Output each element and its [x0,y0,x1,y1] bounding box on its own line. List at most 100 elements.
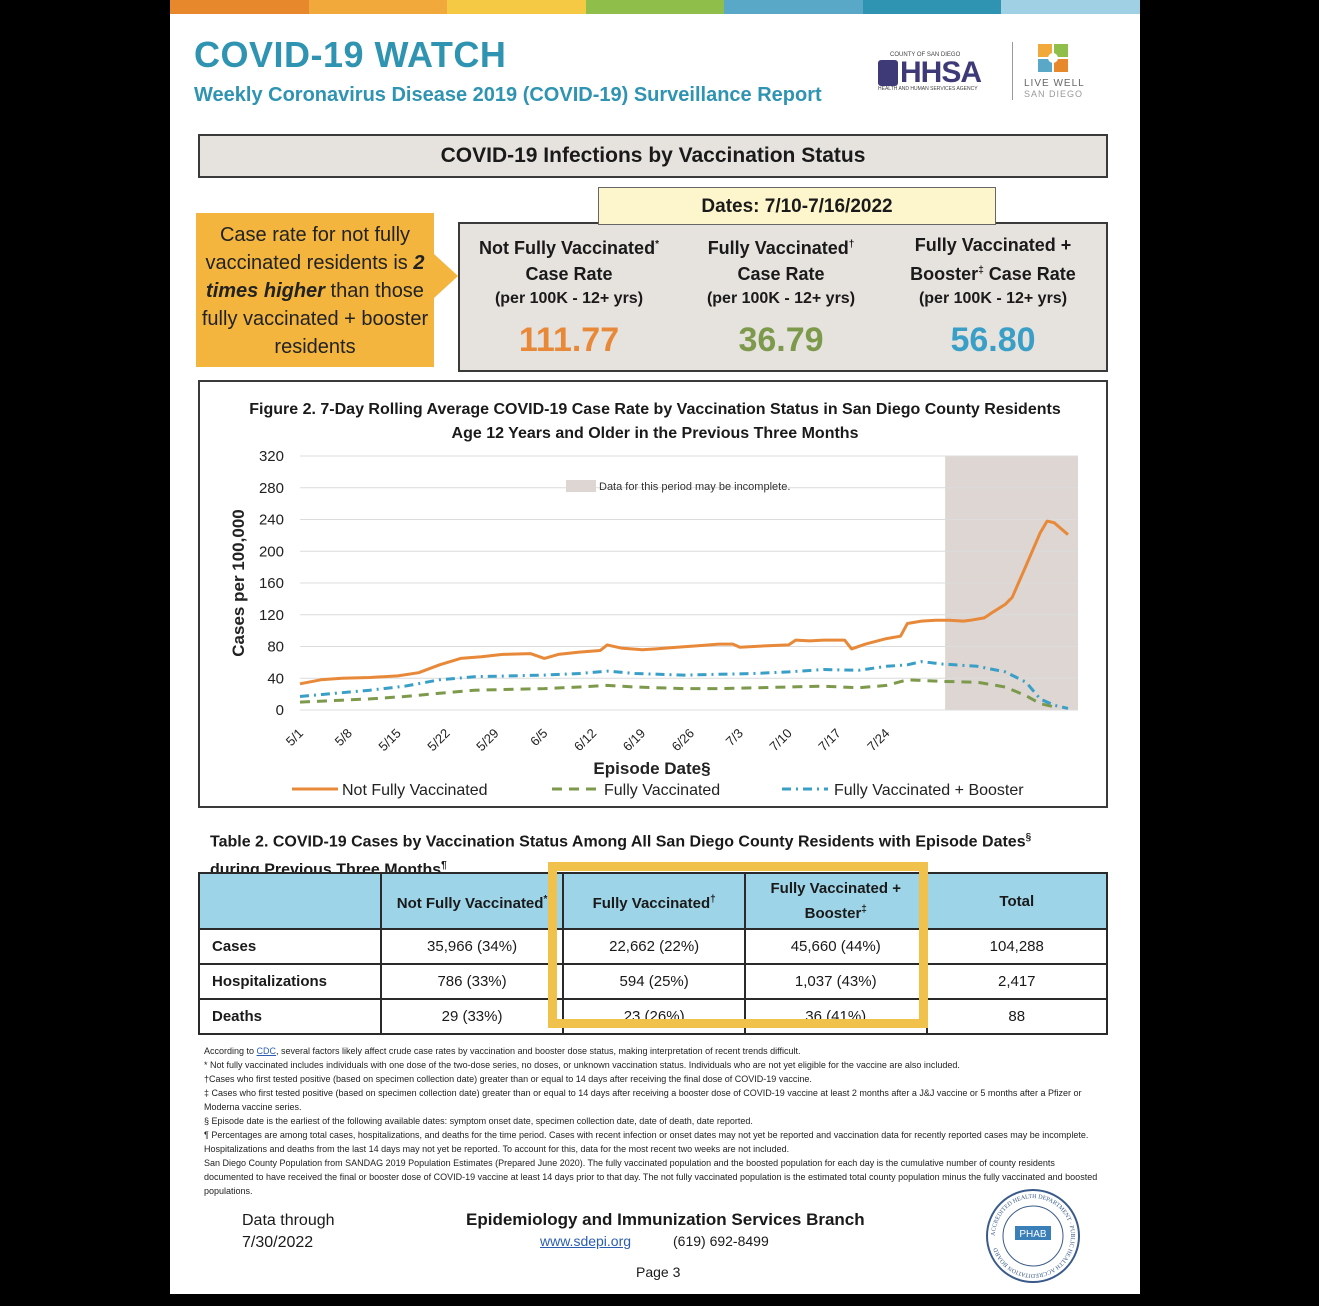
table-row-header: Deaths [198,998,382,1035]
rate-mark: † [848,239,855,250]
rate-label-line2: Case Rate [525,264,613,284]
table-cell: 594 (25%) [562,963,746,1000]
table-header-text: Fully Vaccinated + Booster [770,880,901,922]
callout-arrow-icon [434,254,458,298]
legend-label: Fully Vaccinated + Booster [834,782,1024,799]
data-through: Data through 7/30/2022 [242,1210,335,1254]
color-bar-segment [724,0,863,14]
report-title: COVID-19 WATCH [194,34,507,75]
page-number: Page 3 [636,1264,681,1280]
callout-text-part1: Case rate for not fully vaccinated resid… [205,224,414,274]
chart-title: Figure 2. 7-Day Rolling Average COVID-19… [249,401,1061,442]
table-cell: 36 (41%) [743,998,928,1035]
y-tick-label: 0 [276,702,284,719]
color-bar-segment [170,0,309,14]
table-cell: 786 (33%) [379,963,565,1000]
branch-name: Epidemiology and Immunization Services B… [466,1210,865,1229]
table-cell: 88 [925,998,1109,1035]
table-cell: 35,966 (34%) [379,928,565,965]
table-header-text: Not Fully Vaccinated [396,894,544,912]
live-well-logo: LIVE WELL SAN DIEGO [1022,44,1092,100]
rate-label-line3: (per 100K - 12+ yrs) [706,290,856,307]
table-title-mark2: ¶ [441,860,447,872]
table-cell: 22,662 (22%) [562,928,746,965]
hhsa-logo: COUNTY OF SAN DIEGO HHSA HEALTH AND HUMA… [878,52,1002,96]
color-bar-segment [308,0,448,14]
callout-text-part2: than those fully vaccinated + booster re… [201,280,429,358]
hhsa-county-text: COUNTY OF SAN DIEGO [890,52,961,58]
footnote-text: , several factors likely affect crude ca… [276,1046,801,1056]
y-tick-label: 200 [259,543,284,560]
footnote: ‡ Cases who first tested positive (based… [204,1088,1082,1112]
table-title-mark: § [1025,832,1032,843]
table-cell: 104,288 [925,928,1109,965]
footnote: ¶ Percentages are among total cases, hos… [204,1130,1089,1154]
live-well-mark-icon [1038,44,1068,72]
color-bar-segment [1001,0,1140,14]
incomplete-legend-text: Data for this period may be incomplete. [599,481,790,493]
rate-mark: * [655,239,659,250]
rate-label-line1: Fully Vaccinated [707,238,849,258]
table-row-header: Hospitalizations [198,963,382,1000]
rate-label-case-rate: Case Rate [983,264,1076,284]
rate-not-fully-vaccinated: Not Fully Vaccinated* Case Rate (per 100… [464,232,674,360]
cdc-link[interactable]: CDC [256,1046,277,1056]
hhsa-agency-text: HEALTH AND HUMAN SERVICES AGENCY [878,86,978,92]
chart-canvas: 0 40 80 120 160 200 240 280 320 Cases per 100,000… [229,448,1078,799]
callout-emphasis: 2 times higher [206,252,425,302]
report-page: COVID-19 WATCH Weekly Coronavirus Diseas… [170,0,1140,1294]
x-tick-label: 5/1 [283,726,306,749]
series-line [299,660,1069,710]
table-cell: 29 (33%) [379,998,565,1035]
footnote-text: According to [204,1046,257,1056]
rate-mark: ‡ [978,265,984,276]
rate-label-line3: (per 100K - 12+ yrs) [494,290,644,307]
y-axis-label: Cases per 100,000 [229,509,248,656]
report-subtitle: Weekly Coronavirus Disease 2019 (COVID-1… [194,84,822,106]
case-rate-callout: Case rate for not fully vaccinated resid… [196,213,434,367]
y-tick-label: 40 [267,670,284,687]
figure-2-chart: Figure 2. 7-Day Rolling Average COVID-19… [198,380,1108,808]
y-tick-label: 160 [259,575,284,592]
footnote: According to CDC, several factors likely… [204,1044,1104,1058]
table-header-cell: Total [925,872,1109,930]
san-diego-text: SAN DIEGO [1024,89,1084,99]
table-header-cell: Not Fully Vaccinated* [379,872,565,930]
case-rates-panel: Not Fully Vaccinated* Case Rate (per 100… [458,222,1108,372]
table-cell: 23 (26%) [562,998,746,1035]
legend-label: Not Fully Vaccinated [342,782,488,799]
table-cell: 2,417 [925,963,1109,1000]
x-tick-label: 6/26 [669,726,698,755]
footnote: †Cases who first tested positive (based … [204,1074,812,1084]
phab-label: PHAB [1019,1229,1047,1240]
x-tick-label: 7/3 [723,726,746,749]
footnote: § Episode date is the earliest of the fo… [204,1116,753,1126]
x-tick-label: 5/8 [332,726,355,749]
county-seal-icon [878,60,898,86]
x-tick-label: 7/24 [864,726,893,755]
table-header-empty [198,872,382,930]
x-tick-label: 6/5 [527,726,550,749]
table-row: Deaths 29 (33%) 23 (26%) 36 (41%) 88 [198,998,1109,1035]
section-title: COVID-19 Infections by Vaccination Statu… [198,134,1108,178]
incomplete-legend-swatch [566,480,596,492]
website-link[interactable]: www.sdepi.org [540,1233,632,1249]
table-header-mark: * [543,893,548,905]
y-tick-label: 120 [259,607,284,624]
table-header-row: Not Fully Vaccinated* Fully Vaccinated† … [198,872,1109,930]
dates-label: Dates: 7/10-7/16/2022 [598,187,996,225]
table-header-mark: ‡ [861,904,867,915]
color-bar-segment [447,0,586,14]
table-header-mark: † [710,893,716,905]
y-tick-label: 280 [259,480,284,497]
table-row: Hospitalizations 786 (33%) 594 (25%) 1,0… [198,963,1109,1000]
color-bar-segment [862,0,1002,14]
x-tick-label: 6/19 [620,726,649,755]
y-tick-label: 320 [259,448,284,465]
footnotes: According to CDC, several factors likely… [204,1044,1104,1198]
rate-label-line1: Fully Vaccinated + [914,235,1072,255]
live-well-text: LIVE WELL [1024,78,1085,89]
data-through-date: 7/30/2022 [242,1234,314,1251]
rate-value: 56.80 [950,321,1036,359]
phab-seal-icon: ACCREDITED HEALTH DEPARTMENT · PUBLIC HE… [986,1189,1080,1283]
